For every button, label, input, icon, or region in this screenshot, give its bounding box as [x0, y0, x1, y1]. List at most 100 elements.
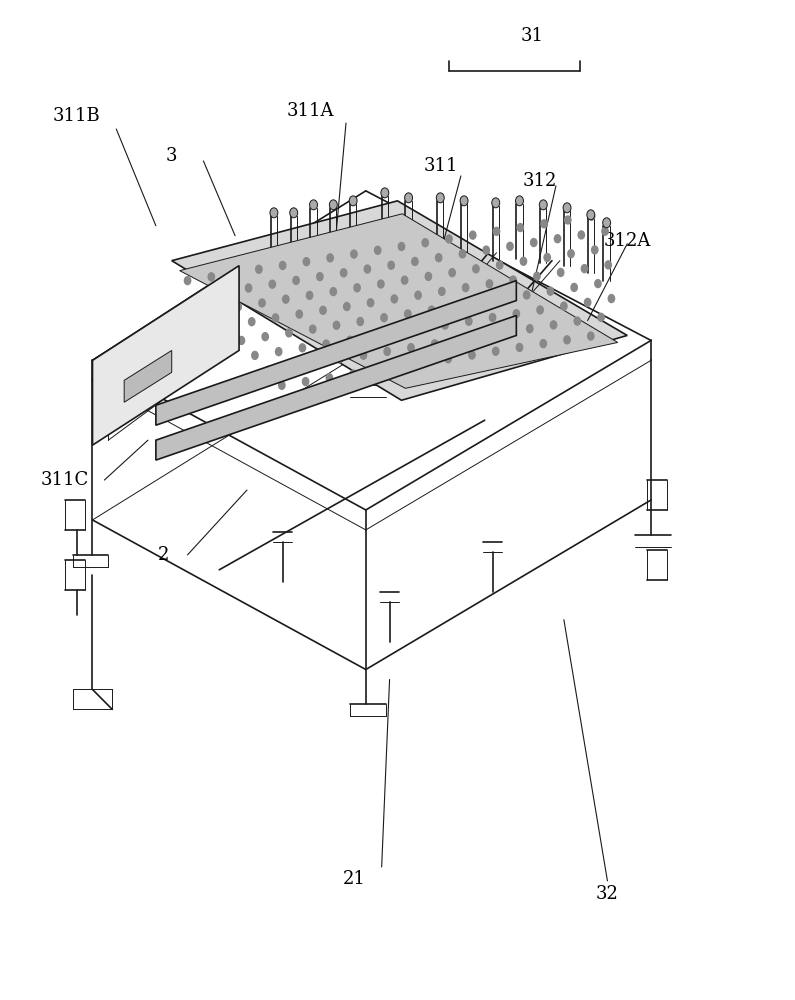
Circle shape	[584, 298, 591, 306]
Circle shape	[539, 200, 547, 210]
Circle shape	[262, 333, 269, 341]
Circle shape	[510, 276, 516, 284]
Circle shape	[578, 231, 584, 239]
Circle shape	[425, 272, 432, 280]
Circle shape	[381, 188, 389, 198]
Circle shape	[412, 257, 418, 265]
Text: 2: 2	[158, 546, 169, 564]
Circle shape	[347, 336, 353, 344]
Circle shape	[429, 306, 435, 314]
Text: 311: 311	[424, 157, 459, 175]
Circle shape	[279, 381, 285, 389]
Circle shape	[421, 359, 428, 367]
Circle shape	[289, 208, 297, 218]
Circle shape	[605, 261, 611, 269]
Circle shape	[350, 370, 356, 378]
Circle shape	[463, 284, 469, 292]
Circle shape	[541, 220, 547, 228]
Text: 32: 32	[596, 885, 619, 903]
Circle shape	[259, 299, 266, 307]
Circle shape	[326, 374, 332, 382]
Circle shape	[299, 344, 305, 352]
Circle shape	[401, 276, 408, 284]
Circle shape	[554, 235, 560, 243]
Circle shape	[303, 258, 309, 266]
Circle shape	[252, 351, 258, 359]
Circle shape	[349, 196, 357, 206]
Circle shape	[184, 277, 191, 285]
Text: 312: 312	[523, 172, 557, 190]
Circle shape	[517, 224, 523, 232]
Circle shape	[571, 283, 577, 291]
Circle shape	[516, 343, 522, 351]
Circle shape	[222, 288, 228, 296]
Circle shape	[446, 235, 452, 243]
Circle shape	[494, 227, 500, 235]
Circle shape	[360, 351, 366, 359]
Circle shape	[547, 287, 553, 295]
Circle shape	[323, 340, 329, 348]
Circle shape	[312, 359, 319, 367]
Circle shape	[432, 340, 438, 348]
Text: 311A: 311A	[287, 102, 334, 120]
Circle shape	[276, 348, 282, 356]
Circle shape	[289, 363, 295, 371]
Circle shape	[398, 362, 404, 370]
Circle shape	[470, 231, 476, 239]
Circle shape	[560, 302, 567, 310]
Circle shape	[232, 269, 238, 277]
Circle shape	[497, 261, 503, 269]
Circle shape	[591, 246, 598, 254]
Circle shape	[246, 284, 252, 292]
Circle shape	[581, 265, 588, 273]
Circle shape	[225, 321, 231, 329]
Circle shape	[238, 336, 245, 344]
Circle shape	[473, 265, 479, 273]
Circle shape	[469, 351, 475, 359]
Circle shape	[456, 336, 462, 344]
Circle shape	[320, 306, 326, 314]
Polygon shape	[124, 350, 172, 402]
Circle shape	[520, 257, 526, 265]
Circle shape	[503, 328, 510, 336]
Circle shape	[523, 291, 529, 299]
Circle shape	[273, 314, 279, 322]
Circle shape	[500, 295, 506, 303]
Circle shape	[357, 318, 363, 325]
Circle shape	[445, 355, 452, 363]
Circle shape	[256, 265, 262, 273]
Circle shape	[354, 284, 360, 292]
Circle shape	[526, 325, 533, 333]
Circle shape	[540, 340, 546, 348]
Text: 311B: 311B	[52, 107, 100, 125]
Circle shape	[343, 303, 350, 311]
Circle shape	[394, 329, 401, 337]
Circle shape	[530, 239, 537, 247]
Polygon shape	[156, 281, 516, 425]
Circle shape	[544, 253, 550, 261]
Circle shape	[466, 317, 472, 325]
Circle shape	[327, 254, 333, 262]
Circle shape	[603, 218, 611, 228]
Circle shape	[608, 295, 615, 303]
Polygon shape	[172, 201, 627, 400]
Text: 21: 21	[343, 870, 366, 888]
Circle shape	[513, 310, 519, 318]
Circle shape	[306, 291, 312, 299]
Circle shape	[340, 269, 347, 277]
Circle shape	[492, 198, 500, 208]
Circle shape	[568, 250, 574, 258]
Circle shape	[330, 288, 336, 296]
Circle shape	[415, 291, 421, 299]
Circle shape	[211, 307, 218, 315]
Circle shape	[316, 273, 323, 281]
Circle shape	[587, 210, 595, 220]
Circle shape	[405, 193, 413, 203]
Circle shape	[422, 239, 429, 247]
Circle shape	[452, 302, 459, 310]
Circle shape	[367, 299, 374, 307]
Circle shape	[370, 332, 377, 340]
Circle shape	[388, 261, 394, 269]
Circle shape	[309, 325, 316, 333]
Circle shape	[563, 203, 571, 213]
